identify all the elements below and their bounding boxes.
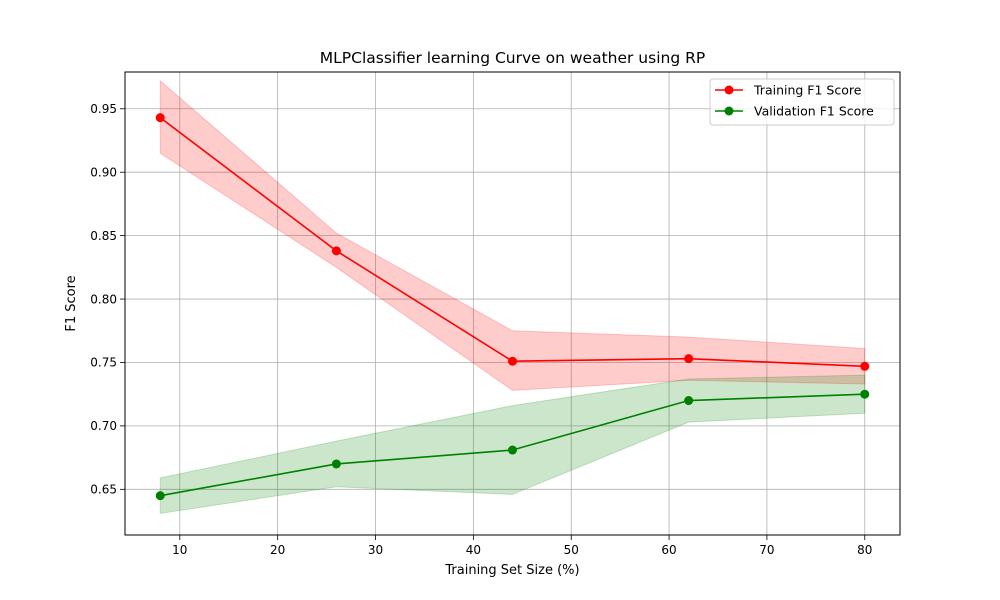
y-tick-label: 0.65	[90, 483, 117, 497]
legend-box	[709, 78, 895, 126]
training-point	[155, 113, 165, 123]
y-tick-label: 0.75	[90, 356, 117, 370]
y-tick-label: 0.70	[90, 419, 117, 433]
y-tick-label: 0.90	[90, 165, 117, 179]
x-tick-label: 20	[270, 543, 285, 557]
x-tick-label: 10	[172, 543, 187, 557]
x-tick-label: 70	[759, 543, 774, 557]
series-points	[155, 113, 870, 501]
validation-point	[860, 389, 870, 399]
x-tick-label: 40	[466, 543, 481, 557]
x-tick-label: 80	[857, 543, 872, 557]
confidence-bands	[159, 79, 866, 515]
chart-title: MLPClassifier learning Curve on weather …	[320, 49, 705, 67]
legend-training-marker	[724, 85, 734, 95]
y-tick-label: 0.95	[90, 102, 117, 116]
y-axis-ticks: 0.65 0.70 0.75 0.80 0.85 0.90 0.95	[90, 102, 125, 497]
x-axis-ticks: 10 20 30 40 50 60 70 80	[172, 535, 872, 557]
x-axis-label: Training Set Size (%)	[444, 563, 579, 578]
y-tick-label: 0.85	[90, 229, 117, 243]
legend: Training F1 Score Validation F1 Score	[709, 78, 895, 126]
y-tick-label: 0.80	[90, 292, 117, 306]
training-point	[331, 246, 341, 256]
x-tick-label: 60	[661, 543, 676, 557]
validation-std-band	[159, 374, 866, 515]
training-point	[508, 356, 517, 366]
legend-validation-marker	[724, 106, 734, 116]
training-std-band	[159, 79, 866, 391]
validation-point	[508, 445, 517, 455]
x-tick-label: 30	[368, 543, 383, 557]
validation-point	[331, 459, 341, 469]
training-point	[860, 361, 870, 371]
training-point	[684, 354, 694, 364]
legend-training-label: Training F1 Score	[753, 83, 862, 98]
plot-frame	[124, 71, 901, 536]
y-axis-label: F1 Score	[64, 275, 79, 331]
validation-point	[684, 396, 694, 406]
x-tick-label: 50	[564, 543, 579, 557]
legend-validation-label: Validation F1 Score	[754, 104, 874, 119]
validation-point	[155, 491, 165, 501]
